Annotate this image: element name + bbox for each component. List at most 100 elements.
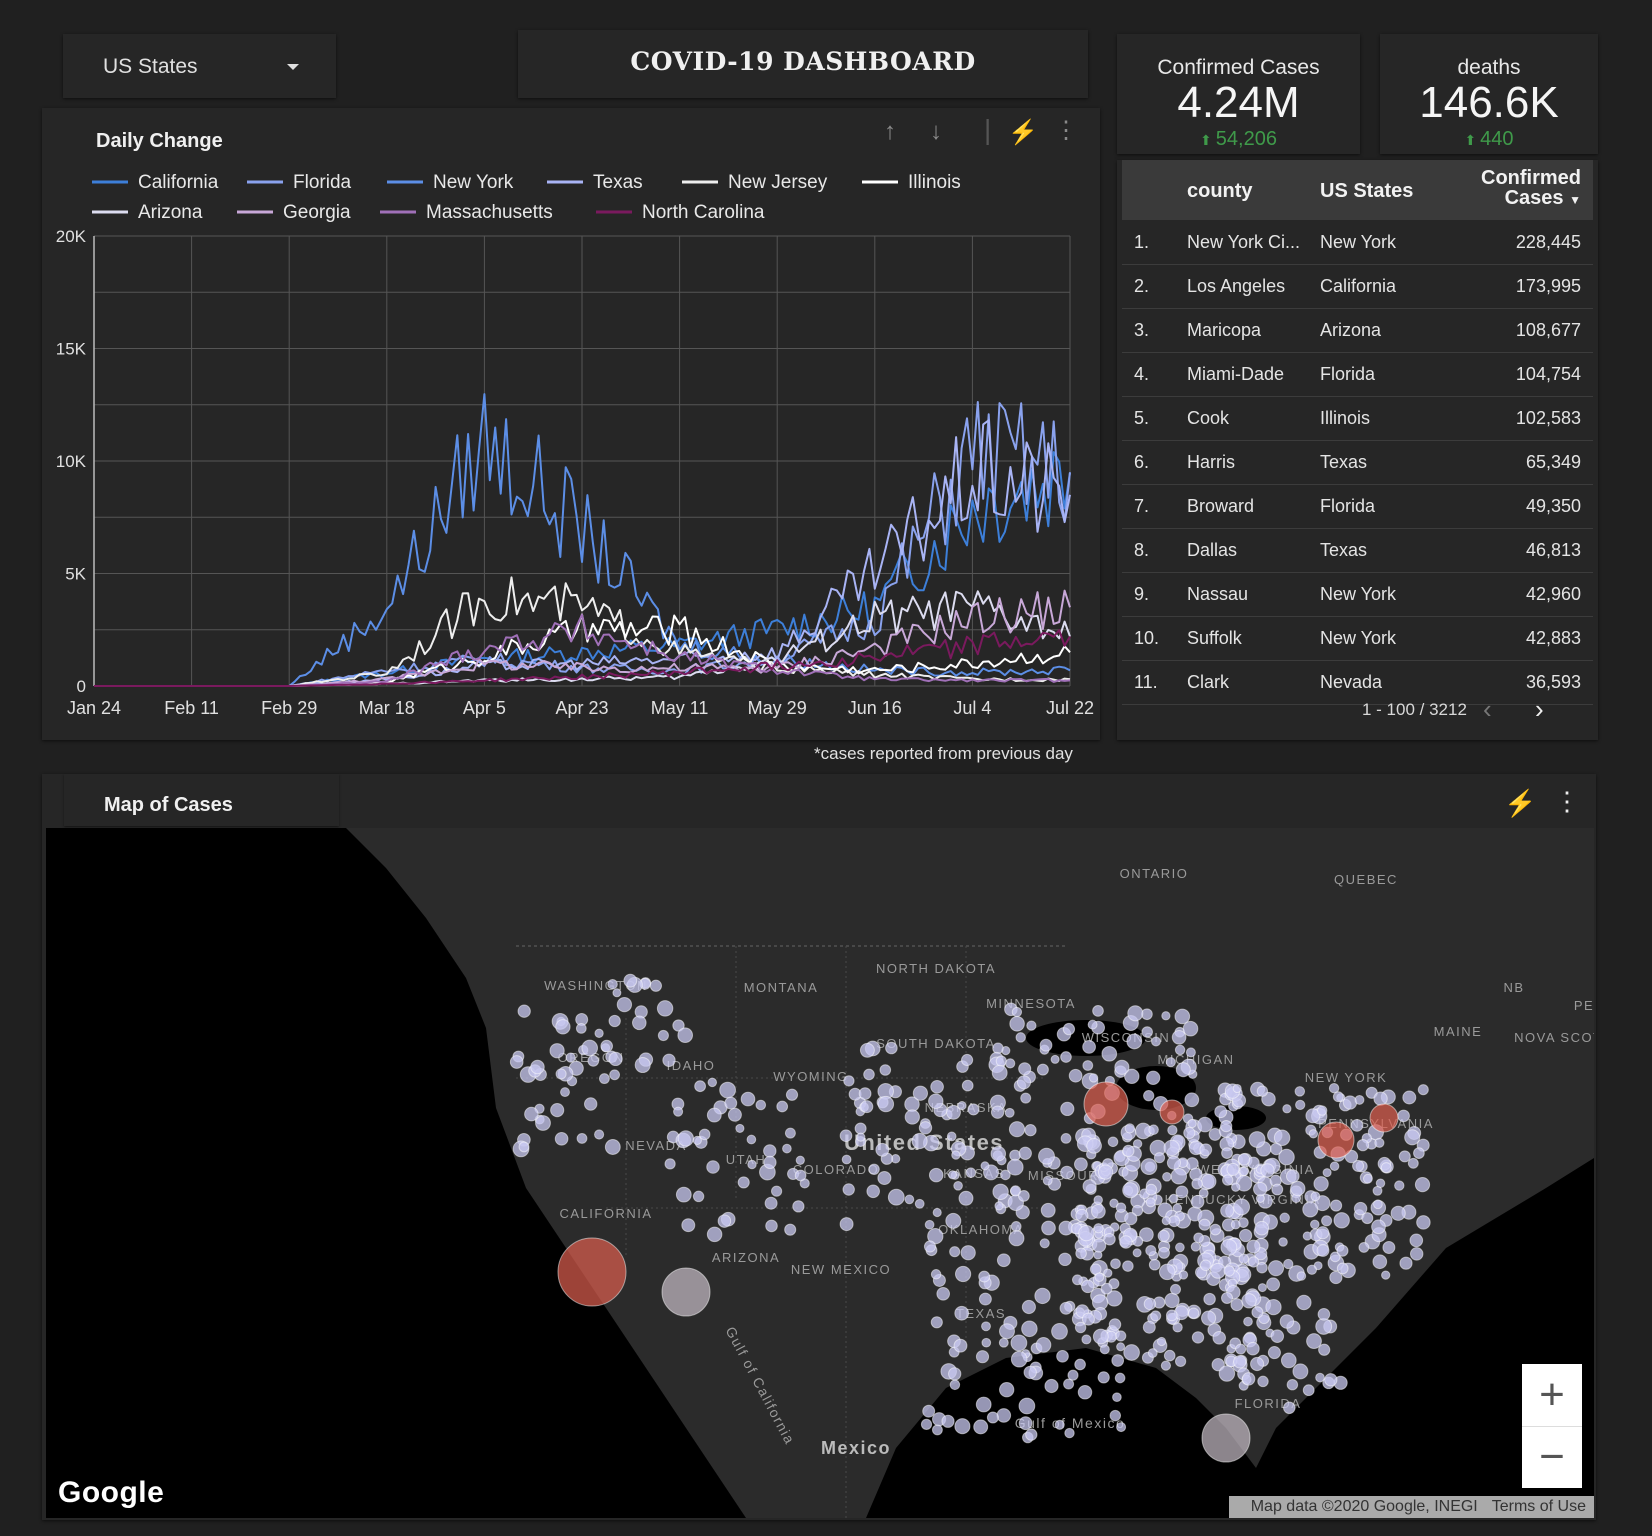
table-row[interactable]: 6. Harris Texas 65,349 bbox=[1122, 440, 1593, 485]
case-bubble[interactable] bbox=[1295, 1099, 1306, 1111]
case-bubble[interactable] bbox=[1018, 1062, 1032, 1076]
case-bubble[interactable] bbox=[794, 1169, 807, 1182]
case-bubble[interactable] bbox=[1316, 1244, 1330, 1257]
case-bubble[interactable] bbox=[975, 1396, 992, 1413]
case-bubble[interactable] bbox=[924, 1219, 935, 1230]
case-bubble[interactable] bbox=[1145, 1197, 1156, 1208]
case-bubble[interactable] bbox=[1350, 1119, 1364, 1132]
case-bubble[interactable] bbox=[1056, 1349, 1069, 1363]
case-bubble[interactable] bbox=[1050, 1054, 1060, 1064]
case-bubble[interactable] bbox=[1077, 1385, 1093, 1400]
case-bubble[interactable] bbox=[792, 1200, 805, 1213]
case-bubble[interactable] bbox=[1381, 1270, 1391, 1280]
case-bubble[interactable] bbox=[1008, 1230, 1025, 1247]
case-bubble[interactable] bbox=[1279, 1212, 1290, 1224]
case-bubble[interactable] bbox=[1018, 1397, 1036, 1415]
case-bubble[interactable] bbox=[1042, 1175, 1053, 1186]
case-bubble[interactable] bbox=[1283, 1258, 1294, 1270]
case-bubble[interactable] bbox=[1358, 1241, 1370, 1253]
case-bubble[interactable] bbox=[1059, 1301, 1073, 1315]
case-bubble[interactable] bbox=[1086, 1138, 1102, 1154]
case-bubble[interactable] bbox=[1026, 1020, 1037, 1031]
case-bubble[interactable] bbox=[1016, 1075, 1032, 1090]
case-bubble[interactable] bbox=[839, 1129, 853, 1143]
case-bubble[interactable] bbox=[1124, 1123, 1135, 1134]
case-bubble[interactable] bbox=[1139, 1227, 1154, 1242]
case-bubble[interactable] bbox=[785, 1088, 799, 1101]
case-bubble[interactable] bbox=[1146, 1070, 1161, 1085]
case-bubble[interactable] bbox=[1163, 1349, 1176, 1362]
case-bubble[interactable] bbox=[649, 979, 663, 992]
case-bubble[interactable] bbox=[1123, 1344, 1140, 1361]
case-bubble[interactable] bbox=[1278, 1148, 1295, 1166]
case-bubble[interactable] bbox=[1256, 1261, 1268, 1274]
case-bubble[interactable] bbox=[1175, 1062, 1191, 1078]
case-bubble[interactable] bbox=[509, 1055, 524, 1069]
case-bubble[interactable] bbox=[920, 1418, 933, 1431]
case-bubble[interactable] bbox=[1172, 1322, 1183, 1333]
case-bubble[interactable] bbox=[1315, 1372, 1325, 1383]
case-bubble[interactable] bbox=[936, 1286, 951, 1301]
case-bubble[interactable] bbox=[1040, 1202, 1056, 1218]
case-bubble[interactable] bbox=[904, 1194, 915, 1205]
case-bubble[interactable] bbox=[1151, 1036, 1161, 1047]
case-bubble[interactable] bbox=[1023, 1365, 1037, 1380]
case-bubble[interactable] bbox=[1038, 1147, 1055, 1165]
case-bubble[interactable] bbox=[673, 1106, 684, 1117]
case-bubble[interactable] bbox=[996, 1408, 1012, 1423]
case-bubble[interactable] bbox=[1313, 1176, 1329, 1192]
case-bubble[interactable] bbox=[930, 1316, 943, 1329]
case-bubble[interactable] bbox=[1330, 1199, 1343, 1212]
case-bubble[interactable] bbox=[1238, 1228, 1253, 1243]
arrow-down-icon[interactable]: ↓ bbox=[930, 118, 942, 145]
case-bubble[interactable] bbox=[1165, 1057, 1176, 1068]
case-bubble[interactable] bbox=[1018, 1416, 1033, 1431]
map-canvas[interactable]: ONTARIO QUEBEC WASHINGTON MONTANA NORTH DAKO… bbox=[46, 828, 1594, 1518]
case-bubble[interactable] bbox=[587, 1054, 600, 1067]
case-bubble[interactable] bbox=[1329, 1251, 1341, 1263]
case-bubble[interactable] bbox=[1201, 1173, 1217, 1190]
case-bubble[interactable] bbox=[1413, 1147, 1425, 1159]
zoom-out-button[interactable]: − bbox=[1539, 1432, 1565, 1481]
case-bubble-large[interactable] bbox=[1369, 1103, 1399, 1133]
case-bubble[interactable] bbox=[975, 1350, 990, 1364]
case-bubble[interactable] bbox=[954, 1418, 971, 1435]
case-bubble[interactable] bbox=[1353, 1201, 1368, 1216]
case-bubble[interactable] bbox=[1382, 1241, 1396, 1254]
case-bubble[interactable] bbox=[565, 1052, 576, 1063]
case-bubble[interactable] bbox=[928, 1167, 944, 1183]
case-bubble[interactable] bbox=[1322, 1168, 1332, 1178]
more-vert-icon[interactable]: ⋮ bbox=[1054, 117, 1078, 144]
case-bubble[interactable] bbox=[1169, 1283, 1182, 1295]
case-bubble[interactable] bbox=[1241, 1372, 1256, 1386]
case-bubble[interactable] bbox=[1006, 1158, 1024, 1176]
case-bubble[interactable] bbox=[879, 1064, 892, 1076]
case-bubble[interactable] bbox=[517, 1004, 531, 1018]
case-bubble[interactable] bbox=[856, 1132, 866, 1142]
case-bubble[interactable] bbox=[1356, 1138, 1370, 1152]
case-bubble[interactable] bbox=[623, 973, 638, 988]
column-header-us-states[interactable]: US States bbox=[1320, 180, 1414, 202]
case-bubble[interactable] bbox=[1416, 1215, 1431, 1230]
case-bubble[interactable] bbox=[1248, 1131, 1266, 1148]
case-bubble[interactable] bbox=[1278, 1237, 1288, 1247]
case-bubble[interactable] bbox=[1174, 1355, 1187, 1368]
legend-label[interactable]: Texas bbox=[593, 172, 643, 193]
case-bubble[interactable] bbox=[1318, 1343, 1331, 1356]
case-bubble[interactable] bbox=[1143, 1297, 1157, 1311]
case-bubble[interactable] bbox=[634, 1056, 651, 1074]
case-bubble[interactable] bbox=[681, 1218, 696, 1233]
case-bubble[interactable] bbox=[1126, 1033, 1143, 1050]
case-bubble[interactable] bbox=[698, 1128, 711, 1141]
case-bubble[interactable] bbox=[706, 1226, 723, 1243]
case-bubble[interactable] bbox=[949, 1246, 961, 1258]
case-bubble[interactable] bbox=[608, 1014, 621, 1028]
lightning-icon[interactable]: ⚡ bbox=[1504, 788, 1537, 818]
column-header-county[interactable]: county bbox=[1187, 180, 1253, 202]
case-bubble[interactable] bbox=[1193, 1232, 1204, 1244]
case-bubble[interactable] bbox=[930, 1079, 944, 1094]
case-bubble[interactable] bbox=[1390, 1205, 1406, 1221]
case-bubble[interactable] bbox=[1203, 1292, 1216, 1306]
case-bubble[interactable] bbox=[912, 1085, 929, 1101]
case-bubble[interactable] bbox=[1394, 1180, 1405, 1191]
